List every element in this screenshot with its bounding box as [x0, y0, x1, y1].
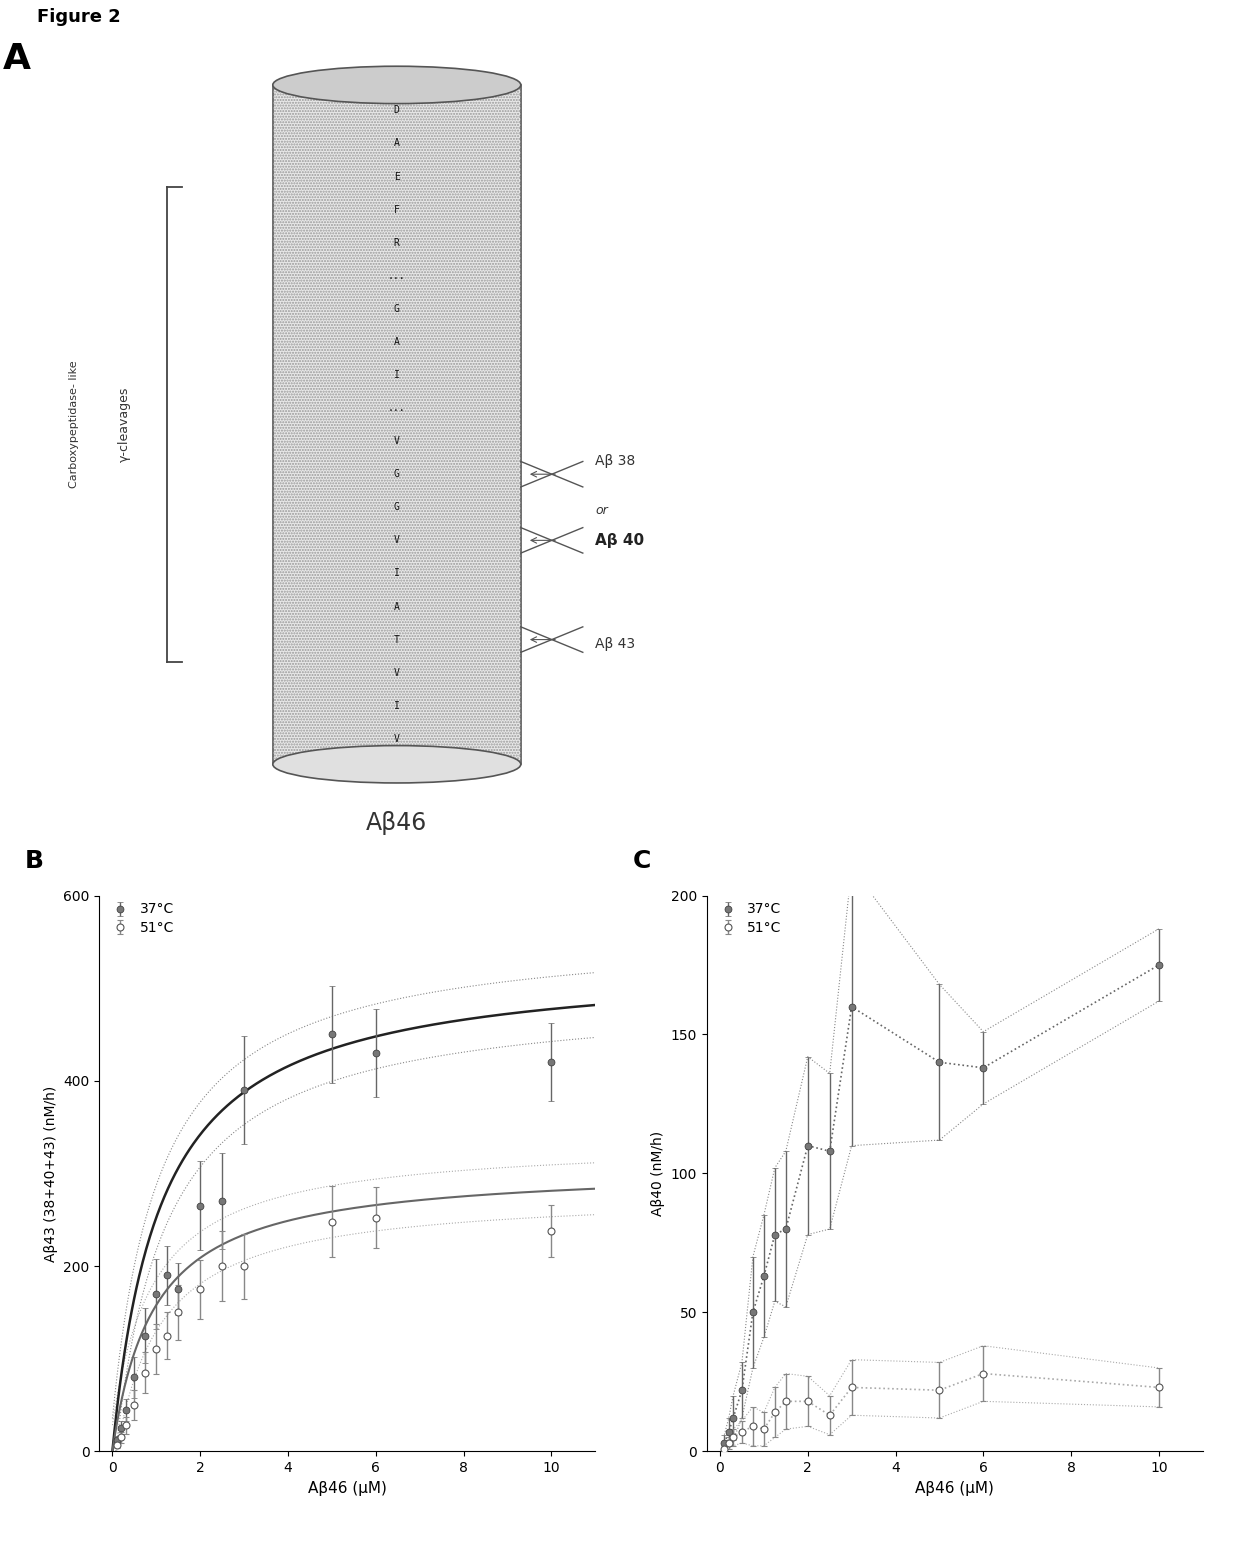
Text: I: I [394, 568, 399, 579]
X-axis label: Aβ46 (μM): Aβ46 (μM) [915, 1481, 994, 1496]
Text: A: A [394, 139, 399, 148]
Text: A: A [394, 337, 399, 347]
Legend: 37°C, 51°C: 37°C, 51°C [107, 902, 174, 934]
Text: γ-cleavages: γ-cleavages [118, 388, 130, 462]
Text: ...: ... [388, 403, 405, 414]
Text: I: I [394, 371, 399, 380]
Text: Aβ 43: Aβ 43 [595, 636, 635, 652]
Text: V: V [394, 667, 399, 678]
Legend: 37°C, 51°C: 37°C, 51°C [714, 902, 781, 934]
Y-axis label: Aβ40 (nM/h): Aβ40 (nM/h) [651, 1130, 665, 1217]
Text: G: G [394, 469, 399, 479]
Text: T: T [394, 635, 399, 644]
Text: Aβ 40: Aβ 40 [595, 533, 645, 548]
Text: A: A [2, 42, 31, 77]
Y-axis label: Aβ43 (38+40+43) (nM/h): Aβ43 (38+40+43) (nM/h) [43, 1085, 57, 1261]
Text: Carboxypeptidase- like: Carboxypeptidase- like [69, 361, 79, 488]
Text: Aβ46: Aβ46 [366, 811, 428, 835]
Text: or: or [595, 505, 608, 517]
Text: G: G [394, 304, 399, 313]
Text: A: A [394, 602, 399, 611]
Text: ...: ... [388, 270, 405, 281]
Ellipse shape [273, 66, 521, 103]
Text: B: B [25, 849, 43, 874]
Text: Aβ 38: Aβ 38 [595, 454, 635, 468]
Text: V: V [394, 435, 399, 446]
Text: D: D [394, 105, 399, 116]
Text: R: R [394, 238, 399, 247]
Text: E: E [394, 171, 399, 182]
X-axis label: Aβ46 (μM): Aβ46 (μM) [308, 1481, 387, 1496]
Text: G: G [394, 502, 399, 513]
Ellipse shape [273, 746, 521, 783]
Text: C: C [632, 849, 651, 874]
Text: V: V [394, 733, 399, 744]
Text: Figure 2: Figure 2 [37, 8, 122, 26]
Text: I: I [394, 701, 399, 710]
Text: V: V [394, 536, 399, 545]
Polygon shape [273, 85, 521, 764]
Text: F: F [394, 205, 399, 215]
